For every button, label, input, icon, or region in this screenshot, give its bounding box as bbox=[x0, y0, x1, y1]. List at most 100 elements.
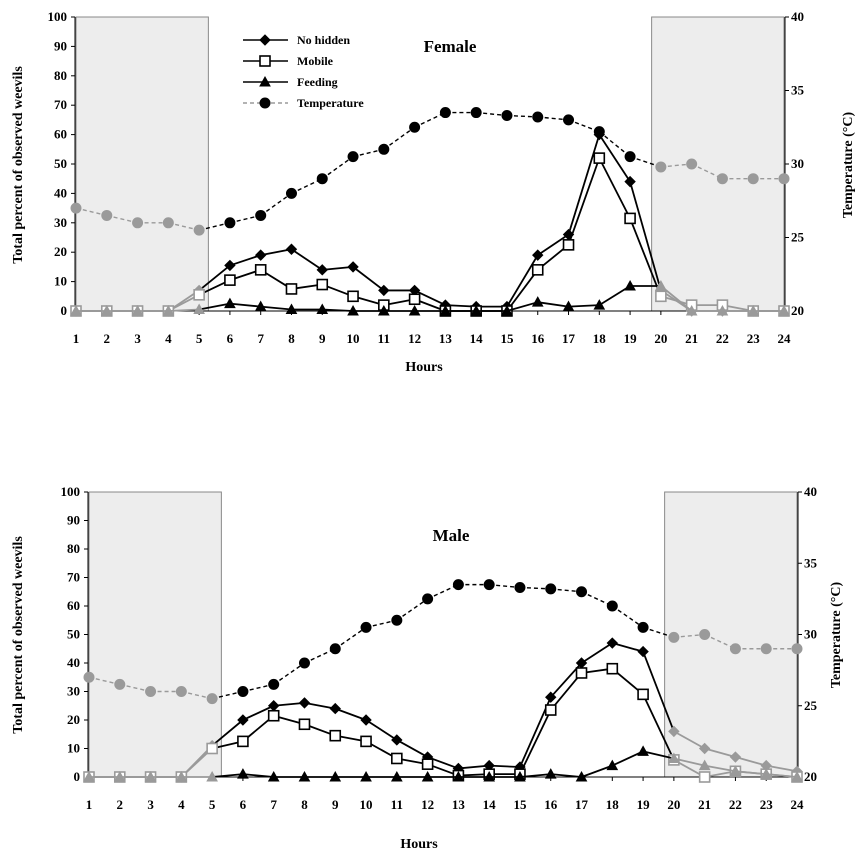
data-point bbox=[224, 217, 236, 229]
data-point bbox=[729, 751, 742, 763]
data-point bbox=[329, 729, 342, 742]
y-axis-title: Total percent of observed weevils bbox=[11, 66, 26, 264]
data-point bbox=[298, 697, 311, 709]
y-tick-label: 90 bbox=[54, 38, 67, 53]
series-segment bbox=[242, 773, 274, 778]
x-tick-label: 8 bbox=[288, 331, 295, 346]
series-segment bbox=[365, 719, 398, 741]
data-point bbox=[532, 111, 544, 123]
series-segment bbox=[352, 266, 385, 292]
data-point bbox=[391, 752, 403, 765]
series-temperature bbox=[83, 579, 803, 705]
series-segment bbox=[660, 163, 692, 168]
data-point bbox=[422, 593, 434, 605]
data-point bbox=[606, 759, 619, 771]
data-point bbox=[532, 249, 544, 261]
data-point bbox=[237, 768, 249, 779]
series-segment bbox=[611, 750, 644, 767]
series-segment bbox=[673, 757, 705, 767]
x-tick-label: 14 bbox=[470, 331, 484, 346]
x-tick-label: 20 bbox=[654, 331, 667, 346]
series-feeding bbox=[70, 279, 790, 316]
series-segment bbox=[290, 248, 323, 271]
y-tick-label: 60 bbox=[67, 598, 80, 613]
data-point bbox=[175, 686, 187, 697]
y-tick-label: 80 bbox=[67, 541, 80, 556]
x-tick-label: 3 bbox=[134, 331, 141, 346]
series-segment bbox=[568, 304, 600, 308]
x-tick-label: 24 bbox=[778, 331, 792, 346]
data-point bbox=[377, 304, 390, 316]
data-point bbox=[316, 278, 329, 291]
x-tick-label: 5 bbox=[209, 797, 216, 812]
data-point bbox=[791, 770, 803, 782]
x-axis-title: Hours bbox=[405, 360, 443, 375]
y-tick-label: 70 bbox=[54, 97, 67, 112]
data-point bbox=[593, 126, 605, 138]
data-point bbox=[206, 742, 218, 755]
y-tick-label: 10 bbox=[54, 274, 67, 289]
data-point bbox=[606, 662, 619, 675]
data-point bbox=[224, 297, 236, 309]
data-point bbox=[531, 264, 544, 276]
data-point bbox=[637, 688, 649, 701]
data-point bbox=[267, 770, 280, 782]
data-point bbox=[470, 304, 483, 316]
data-point bbox=[514, 581, 526, 593]
series-segment bbox=[629, 218, 662, 297]
series-segment bbox=[383, 126, 416, 150]
series-segment bbox=[673, 730, 706, 750]
data-point bbox=[439, 304, 452, 316]
y2-tick-label: 35 bbox=[791, 83, 805, 98]
series-segment bbox=[568, 119, 600, 133]
series-segment bbox=[629, 155, 662, 168]
series-segment bbox=[766, 764, 798, 773]
data-point bbox=[593, 299, 606, 310]
series-segment bbox=[550, 773, 582, 778]
data-point bbox=[193, 224, 205, 236]
data-point bbox=[145, 686, 157, 697]
series-segment bbox=[567, 157, 601, 246]
data-point bbox=[452, 770, 465, 782]
series-segment bbox=[506, 269, 539, 312]
series-segment bbox=[168, 222, 200, 231]
y-axis-title: Total percent of observed weevils bbox=[11, 536, 26, 734]
series-segment bbox=[181, 690, 213, 700]
data-point bbox=[390, 770, 403, 782]
series-segment bbox=[260, 305, 292, 311]
x-tick-label: 15 bbox=[513, 797, 527, 812]
series-segment bbox=[735, 770, 767, 776]
data-point bbox=[685, 304, 698, 316]
data-point bbox=[408, 293, 421, 306]
x-tick-label: 24 bbox=[791, 797, 805, 812]
series-segment bbox=[506, 254, 539, 308]
series-segment bbox=[612, 642, 644, 653]
x-tick-label: 17 bbox=[575, 797, 589, 812]
data-point bbox=[545, 691, 557, 703]
series-segment bbox=[704, 633, 736, 650]
data-point bbox=[83, 671, 95, 683]
y-tick-label: 30 bbox=[67, 684, 80, 699]
series-segment bbox=[611, 605, 644, 628]
y-tick-label: 100 bbox=[61, 484, 81, 499]
data-point bbox=[562, 239, 575, 251]
data-point bbox=[316, 173, 328, 185]
data-point bbox=[624, 212, 636, 225]
series-segment bbox=[334, 626, 367, 650]
data-point bbox=[114, 678, 126, 690]
y-tick-label: 20 bbox=[67, 712, 80, 727]
data-point bbox=[698, 759, 711, 771]
series-segment bbox=[598, 285, 631, 306]
series-segment bbox=[211, 719, 244, 747]
data-point bbox=[347, 261, 359, 273]
x-tick-label: 11 bbox=[378, 331, 390, 346]
data-point bbox=[347, 304, 359, 316]
series-segment bbox=[304, 702, 336, 710]
data-point bbox=[563, 114, 575, 126]
data-point bbox=[162, 304, 175, 316]
x-tick-label: 5 bbox=[196, 331, 203, 346]
data-point bbox=[501, 304, 513, 316]
data-point bbox=[562, 300, 575, 312]
data-point bbox=[285, 187, 297, 199]
